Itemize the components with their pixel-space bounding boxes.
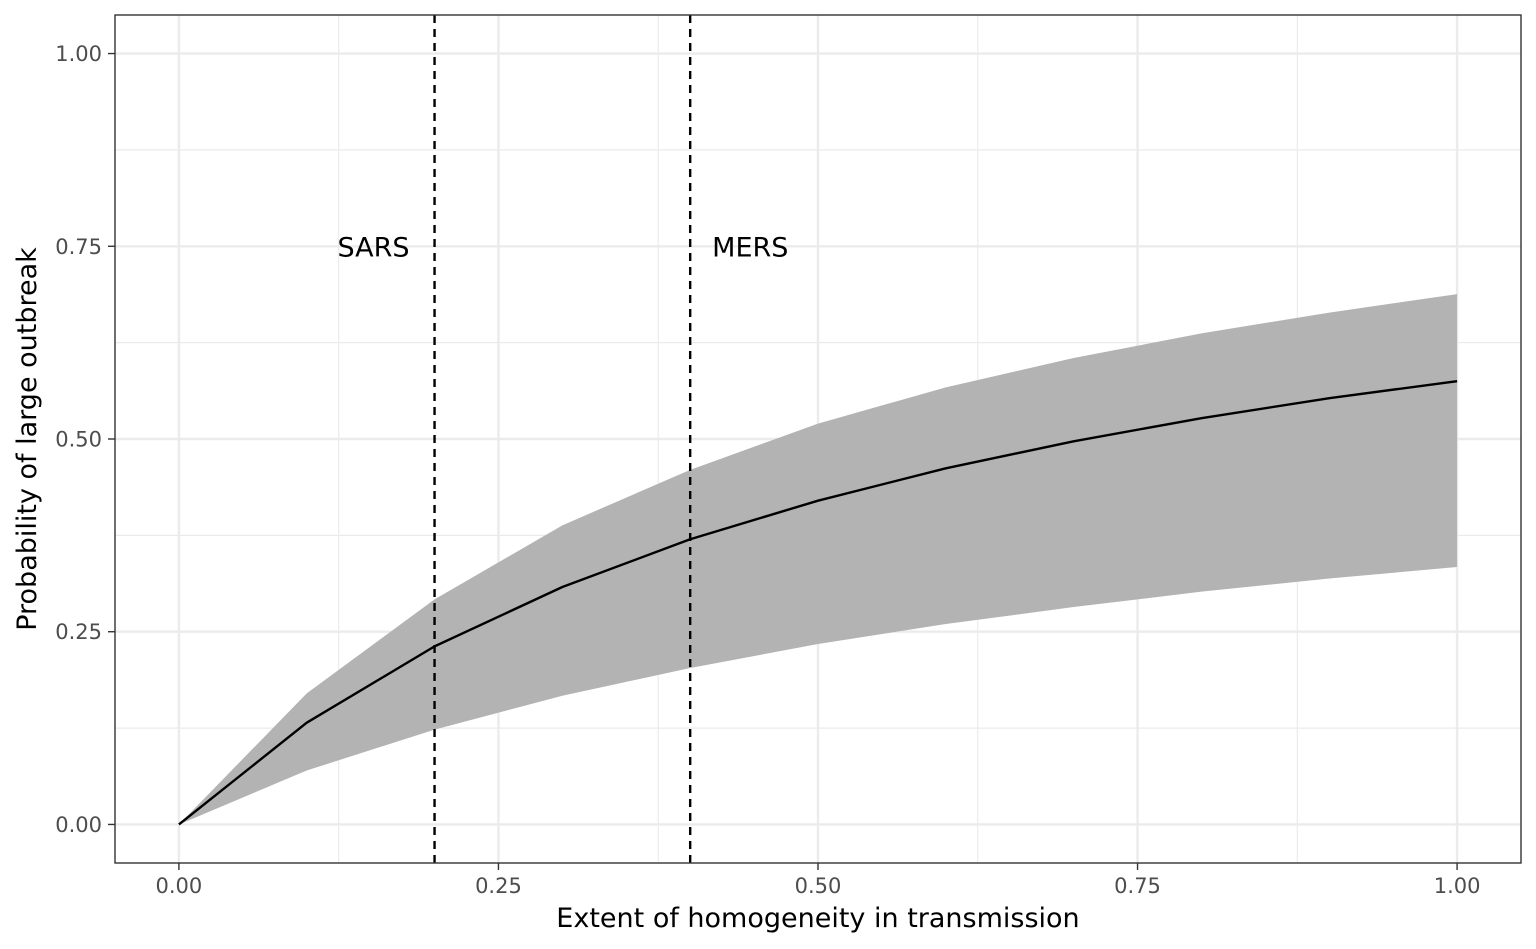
x-tick-label: 0.75 bbox=[1114, 874, 1161, 898]
series-line bbox=[178, 379, 1458, 826]
x-tick-label: 0.00 bbox=[156, 874, 203, 898]
y-tick-label: 0.75 bbox=[55, 235, 102, 259]
y-axis-title: Probability of large outbreak bbox=[12, 247, 43, 631]
y-tick-label: 0.25 bbox=[55, 620, 102, 644]
reference-lines: SARS MERS bbox=[338, 15, 788, 863]
x-axis-ticks: 0.00 0.25 0.50 0.75 1.00 bbox=[156, 863, 1481, 898]
x-tick-label: 1.00 bbox=[1434, 874, 1481, 898]
x-tick-label: 0.50 bbox=[795, 874, 842, 898]
y-tick-label: 0.50 bbox=[55, 428, 102, 452]
confidence-ribbon bbox=[178, 294, 1458, 825]
y-tick-label: 0.00 bbox=[55, 813, 102, 837]
y-tick-label: 1.00 bbox=[55, 42, 102, 66]
annotation-sars: SARS bbox=[338, 232, 410, 263]
x-tick-label: 0.25 bbox=[475, 874, 522, 898]
x-axis-title: Extent of homogeneity in transmission bbox=[556, 903, 1079, 934]
annotation-mers: MERS bbox=[712, 232, 788, 263]
y-axis-ticks: 0.00 0.25 0.50 0.75 1.00 bbox=[55, 42, 115, 837]
